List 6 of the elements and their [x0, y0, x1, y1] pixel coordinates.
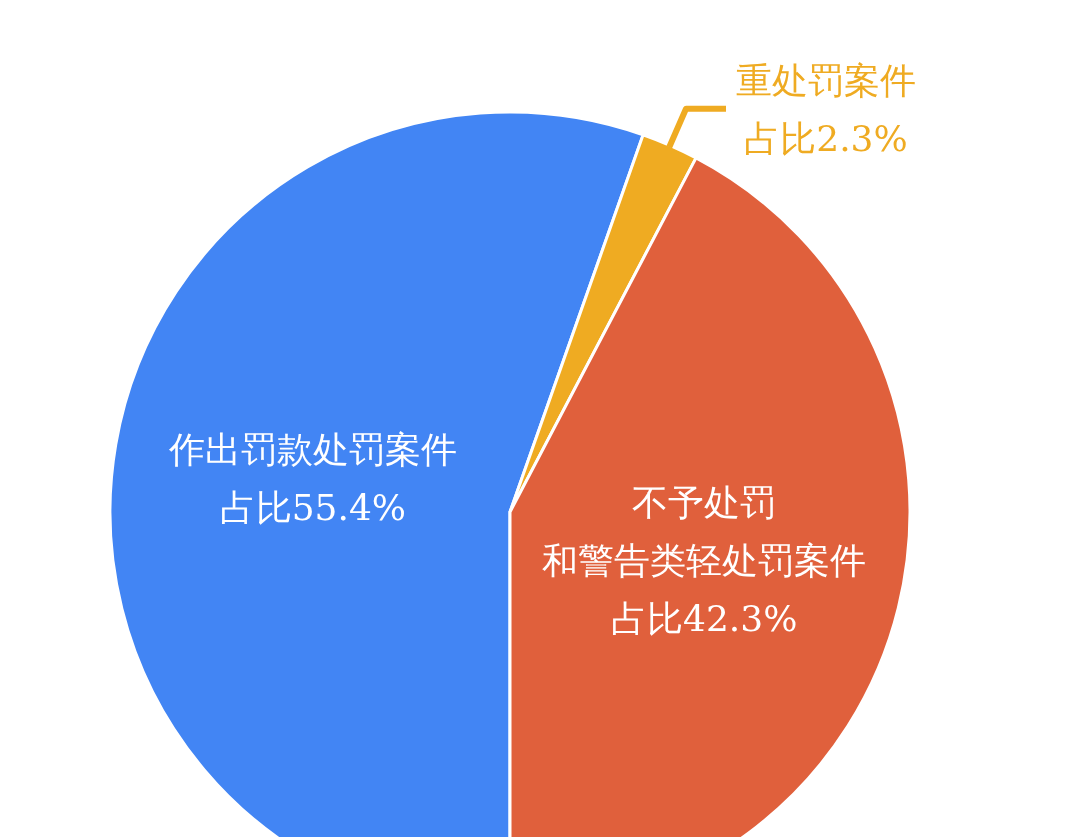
data-label: 占比2.3%: [744, 117, 908, 159]
slice-label: 重处罚案件: [736, 59, 917, 101]
slice-label: 不予处罚和警告类轻处罚案件: [542, 481, 867, 581]
data-label: 占比55.4%: [219, 486, 407, 528]
data-label: 占比42.3%: [610, 597, 798, 639]
slice-label: 作出罚款处罚案件: [167, 428, 457, 470]
